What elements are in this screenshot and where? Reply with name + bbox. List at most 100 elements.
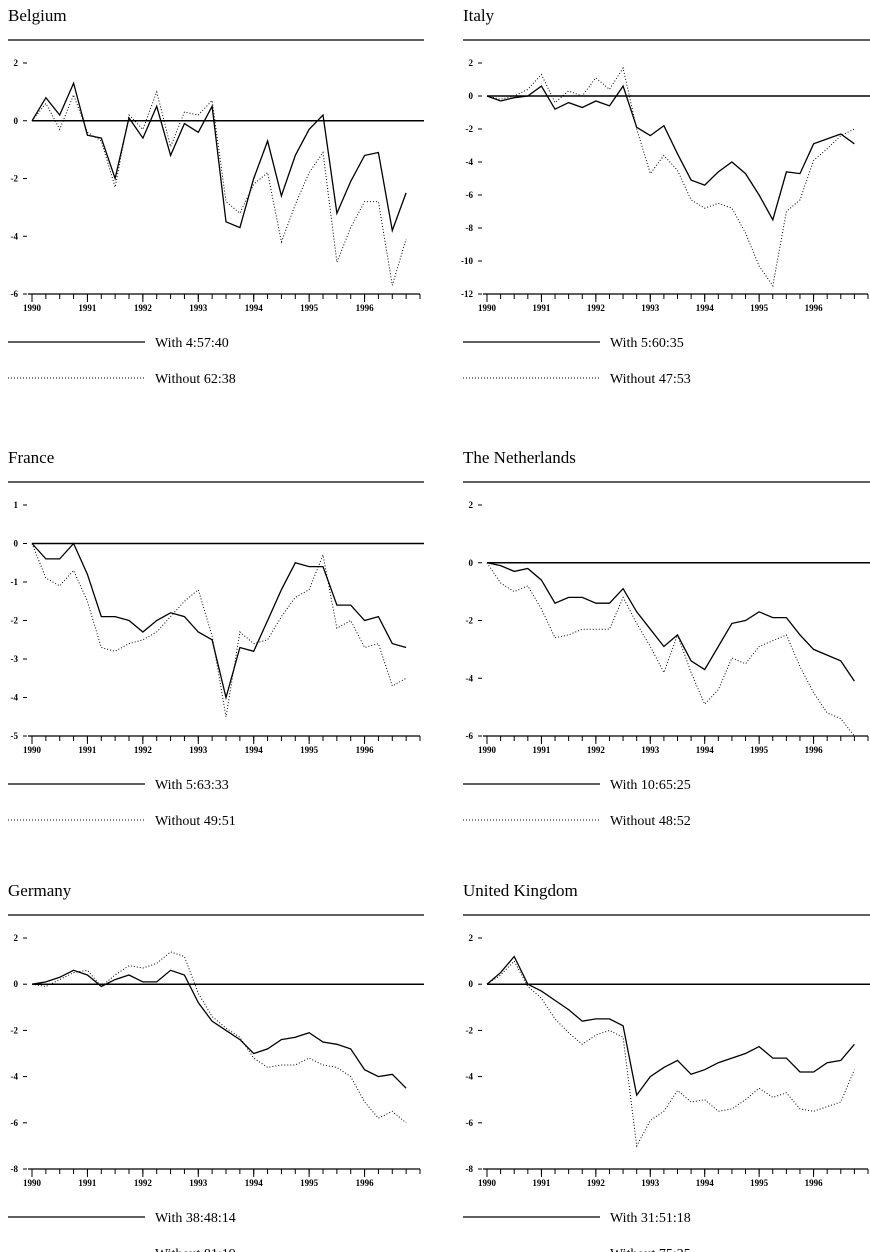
series-line-dotted [31,543,407,717]
legend-label: With 4:57:40 [155,336,229,351]
x-tick-label: 1995 [300,303,319,313]
legend-label: With 5:63:33 [155,778,229,793]
legend-label: Without 49:51 [155,814,236,829]
y-tick-label: -2 [466,1025,474,1035]
series-line [486,562,855,682]
y-tick-label: 2 [469,933,474,943]
panel-title: United Kingdom [463,881,578,900]
y-tick-label: -6 [11,289,19,299]
x-tick-label: 1996 [356,1178,375,1188]
y-tick-label: 0 [469,979,474,989]
panel-title: Germany [8,881,72,900]
y-tick-label: -2 [11,1025,19,1035]
y-tick-label: -2 [11,174,19,184]
x-tick-label: 1990 [23,1178,42,1188]
x-tick-label: 1995 [300,1178,319,1188]
y-tick-label: -3 [11,654,19,664]
y-tick-label: -5 [11,731,19,741]
y-tick-label: 0 [14,979,19,989]
x-tick-label: 1995 [750,303,769,313]
x-tick-label: 1996 [356,303,375,313]
series-line [486,84,855,222]
y-tick-label: -10 [461,256,473,266]
x-tick-label: 1994 [245,745,264,755]
x-tick-label: 1991 [532,1178,551,1188]
y-tick-label: 0 [14,539,19,549]
panel-title: Italy [463,6,495,25]
series-line-dotted [31,951,407,1124]
y-tick-label: -8 [466,1164,474,1174]
x-tick-label: 1990 [23,745,42,755]
legend-label: Without 62:38 [155,372,236,387]
series-line-dotted [486,960,855,1148]
y-tick-label: -8 [11,1164,19,1174]
x-tick-label: 1992 [134,745,153,755]
y-tick-label: 2 [469,58,474,68]
y-tick-label: 1 [14,500,19,510]
panel-title: France [8,448,54,467]
x-tick-label: 1991 [532,745,551,755]
x-tick-label: 1993 [641,745,660,755]
x-tick-label: 1992 [587,1178,606,1188]
series-line [31,81,407,233]
legend-label: With 5:60:35 [610,336,684,351]
y-tick-label: -6 [466,1118,474,1128]
x-tick-label: 1991 [78,1178,97,1188]
y-tick-label: -4 [11,693,19,703]
legend-label: With 10:65:25 [610,778,691,793]
y-tick-label: 0 [14,116,19,126]
y-tick-label: -6 [466,731,474,741]
y-tick-label: -2 [466,124,474,134]
x-tick-label: 1992 [134,1178,153,1188]
y-tick-label: -6 [11,1118,19,1128]
y-tick-label: -12 [461,289,473,299]
x-tick-label: 1992 [134,303,153,313]
y-tick-label: -2 [11,616,19,626]
x-tick-label: 1992 [587,303,606,313]
legend-label: Without 81:19 [155,1247,236,1252]
x-tick-label: 1991 [78,303,97,313]
series-line-dotted [486,66,855,288]
series-line [31,542,407,701]
x-tick-label: 1993 [189,303,208,313]
x-tick-label: 1990 [478,1178,497,1188]
x-tick-label: 1993 [189,1178,208,1188]
x-tick-label: 1995 [300,745,319,755]
x-tick-label: 1993 [641,303,660,313]
x-tick-label: 1994 [696,745,715,755]
y-tick-label: -6 [466,190,474,200]
series-line [486,955,855,1097]
legend-label: Without 48:52 [610,814,691,829]
x-tick-label: 1991 [532,303,551,313]
legend-label: Without 47:53 [610,372,691,387]
y-tick-label: -4 [466,673,474,683]
series-line [31,969,407,1089]
x-tick-label: 1993 [641,1178,660,1188]
panel-title: The Netherlands [463,448,576,467]
y-tick-label: 2 [14,58,19,68]
x-tick-label: 1993 [189,745,208,755]
x-tick-label: 1992 [587,745,606,755]
x-tick-label: 1996 [356,745,375,755]
x-tick-label: 1994 [696,1178,715,1188]
x-tick-label: 1994 [696,303,715,313]
y-tick-label: 0 [469,558,474,568]
y-tick-label: 2 [469,500,474,510]
legend-label: Without 75:25 [610,1247,691,1252]
x-tick-label: 1990 [23,303,42,313]
series-line-dotted [486,562,855,737]
y-tick-label: -4 [11,231,19,241]
legend-label: With 31:51:18 [610,1211,691,1226]
legend-label: With 38:48:14 [155,1211,236,1226]
x-tick-label: 1990 [478,745,497,755]
x-tick-label: 1995 [750,1178,769,1188]
y-tick-label: 2 [14,933,19,943]
y-tick-label: -4 [466,1072,474,1082]
x-tick-label: 1996 [805,745,824,755]
x-tick-label: 1990 [478,303,497,313]
y-tick-label: -4 [11,1072,19,1082]
panel-title: Belgium [8,6,67,25]
x-tick-label: 1996 [805,1178,824,1188]
x-tick-label: 1994 [245,1178,264,1188]
